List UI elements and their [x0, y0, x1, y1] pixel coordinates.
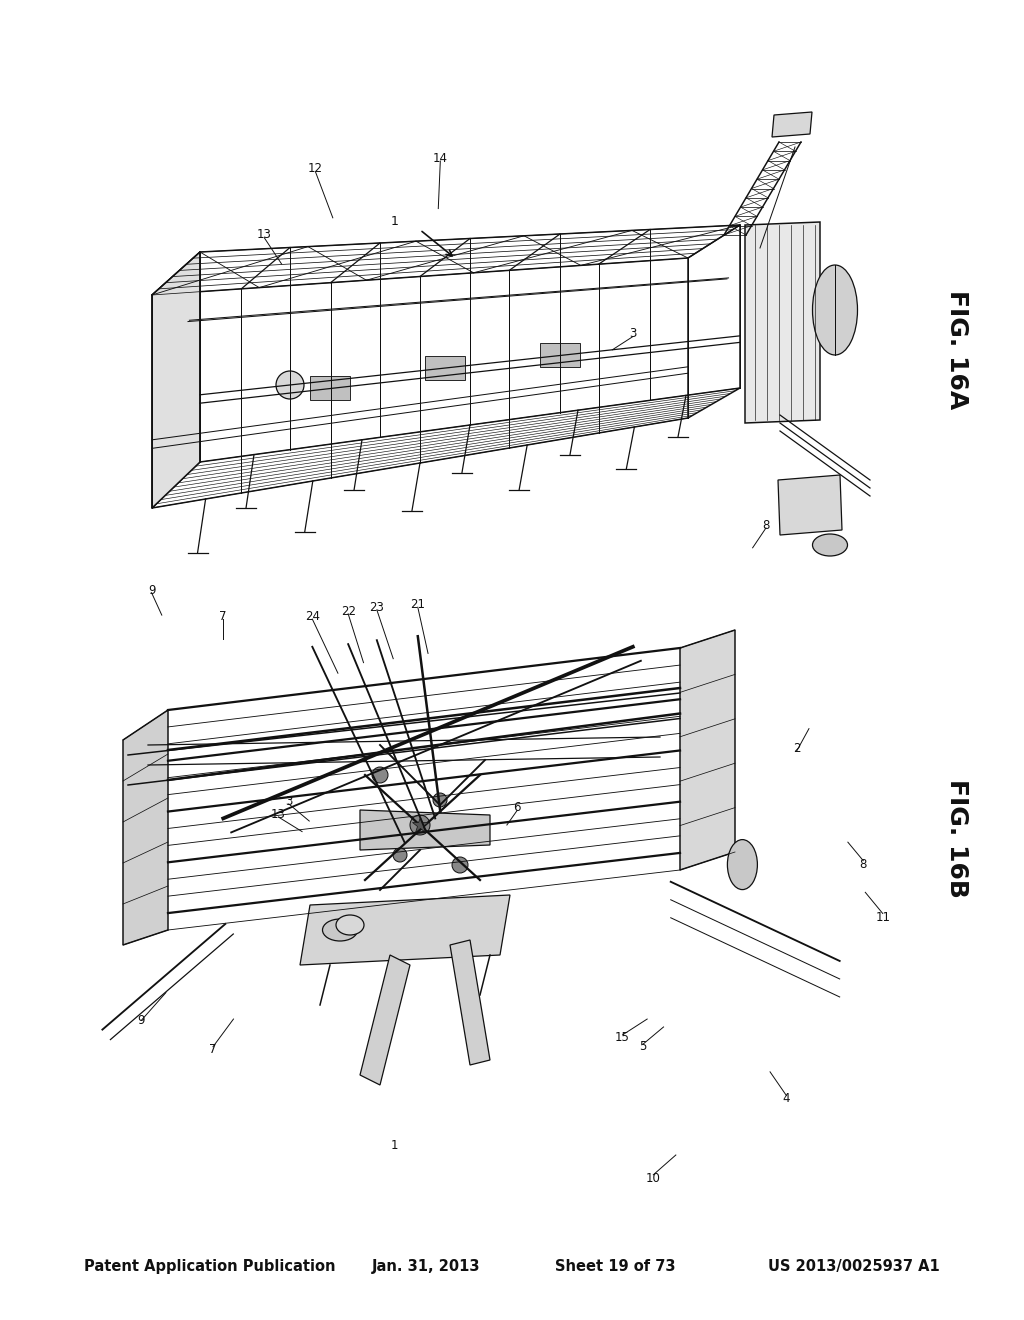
Polygon shape: [680, 630, 735, 870]
Text: 9: 9: [147, 583, 156, 597]
Polygon shape: [450, 940, 490, 1065]
Polygon shape: [772, 112, 812, 137]
Text: 24: 24: [305, 610, 319, 623]
Ellipse shape: [336, 915, 364, 935]
Text: 4: 4: [782, 1092, 791, 1105]
Text: 12: 12: [308, 162, 323, 176]
Text: 5: 5: [639, 1040, 647, 1053]
Ellipse shape: [323, 919, 357, 941]
Text: FIG. 16B: FIG. 16B: [945, 779, 970, 898]
Text: 7: 7: [209, 1043, 217, 1056]
Polygon shape: [123, 710, 168, 945]
Circle shape: [410, 814, 430, 836]
Text: 3: 3: [629, 327, 637, 341]
Text: 21: 21: [411, 598, 425, 611]
Text: 3: 3: [285, 795, 293, 808]
Circle shape: [452, 857, 468, 873]
Text: US 2013/0025937 A1: US 2013/0025937 A1: [768, 1259, 940, 1274]
Text: 10: 10: [646, 1172, 660, 1185]
Text: 6: 6: [513, 801, 521, 814]
Text: 2: 2: [793, 742, 801, 755]
Text: 23: 23: [370, 601, 384, 614]
Text: 1: 1: [390, 215, 398, 228]
Text: 13: 13: [257, 228, 271, 242]
Text: 11: 11: [876, 911, 890, 924]
Ellipse shape: [727, 840, 758, 890]
Ellipse shape: [812, 535, 848, 556]
Text: 22: 22: [341, 605, 355, 618]
Text: 14: 14: [433, 152, 447, 165]
Polygon shape: [425, 356, 465, 380]
Text: 1: 1: [390, 1139, 398, 1152]
Text: Jan. 31, 2013: Jan. 31, 2013: [372, 1259, 480, 1274]
Circle shape: [276, 371, 304, 399]
Text: Patent Application Publication: Patent Application Publication: [84, 1259, 336, 1274]
Text: 7: 7: [219, 610, 227, 623]
Text: 8: 8: [859, 858, 867, 871]
Text: FIG. 16A: FIG. 16A: [945, 290, 970, 409]
Text: 9: 9: [137, 1014, 145, 1027]
Polygon shape: [152, 252, 200, 508]
Polygon shape: [540, 343, 580, 367]
Polygon shape: [745, 222, 820, 422]
Polygon shape: [360, 954, 410, 1085]
Circle shape: [393, 847, 407, 862]
Polygon shape: [310, 376, 350, 400]
Ellipse shape: [812, 265, 857, 355]
Circle shape: [372, 767, 388, 783]
Text: 15: 15: [615, 1031, 630, 1044]
Text: 8: 8: [762, 519, 770, 532]
Polygon shape: [778, 475, 842, 535]
Text: Sheet 19 of 73: Sheet 19 of 73: [555, 1259, 676, 1274]
Polygon shape: [300, 895, 510, 965]
Text: 13: 13: [271, 808, 286, 821]
Circle shape: [433, 793, 447, 807]
Polygon shape: [360, 810, 490, 850]
